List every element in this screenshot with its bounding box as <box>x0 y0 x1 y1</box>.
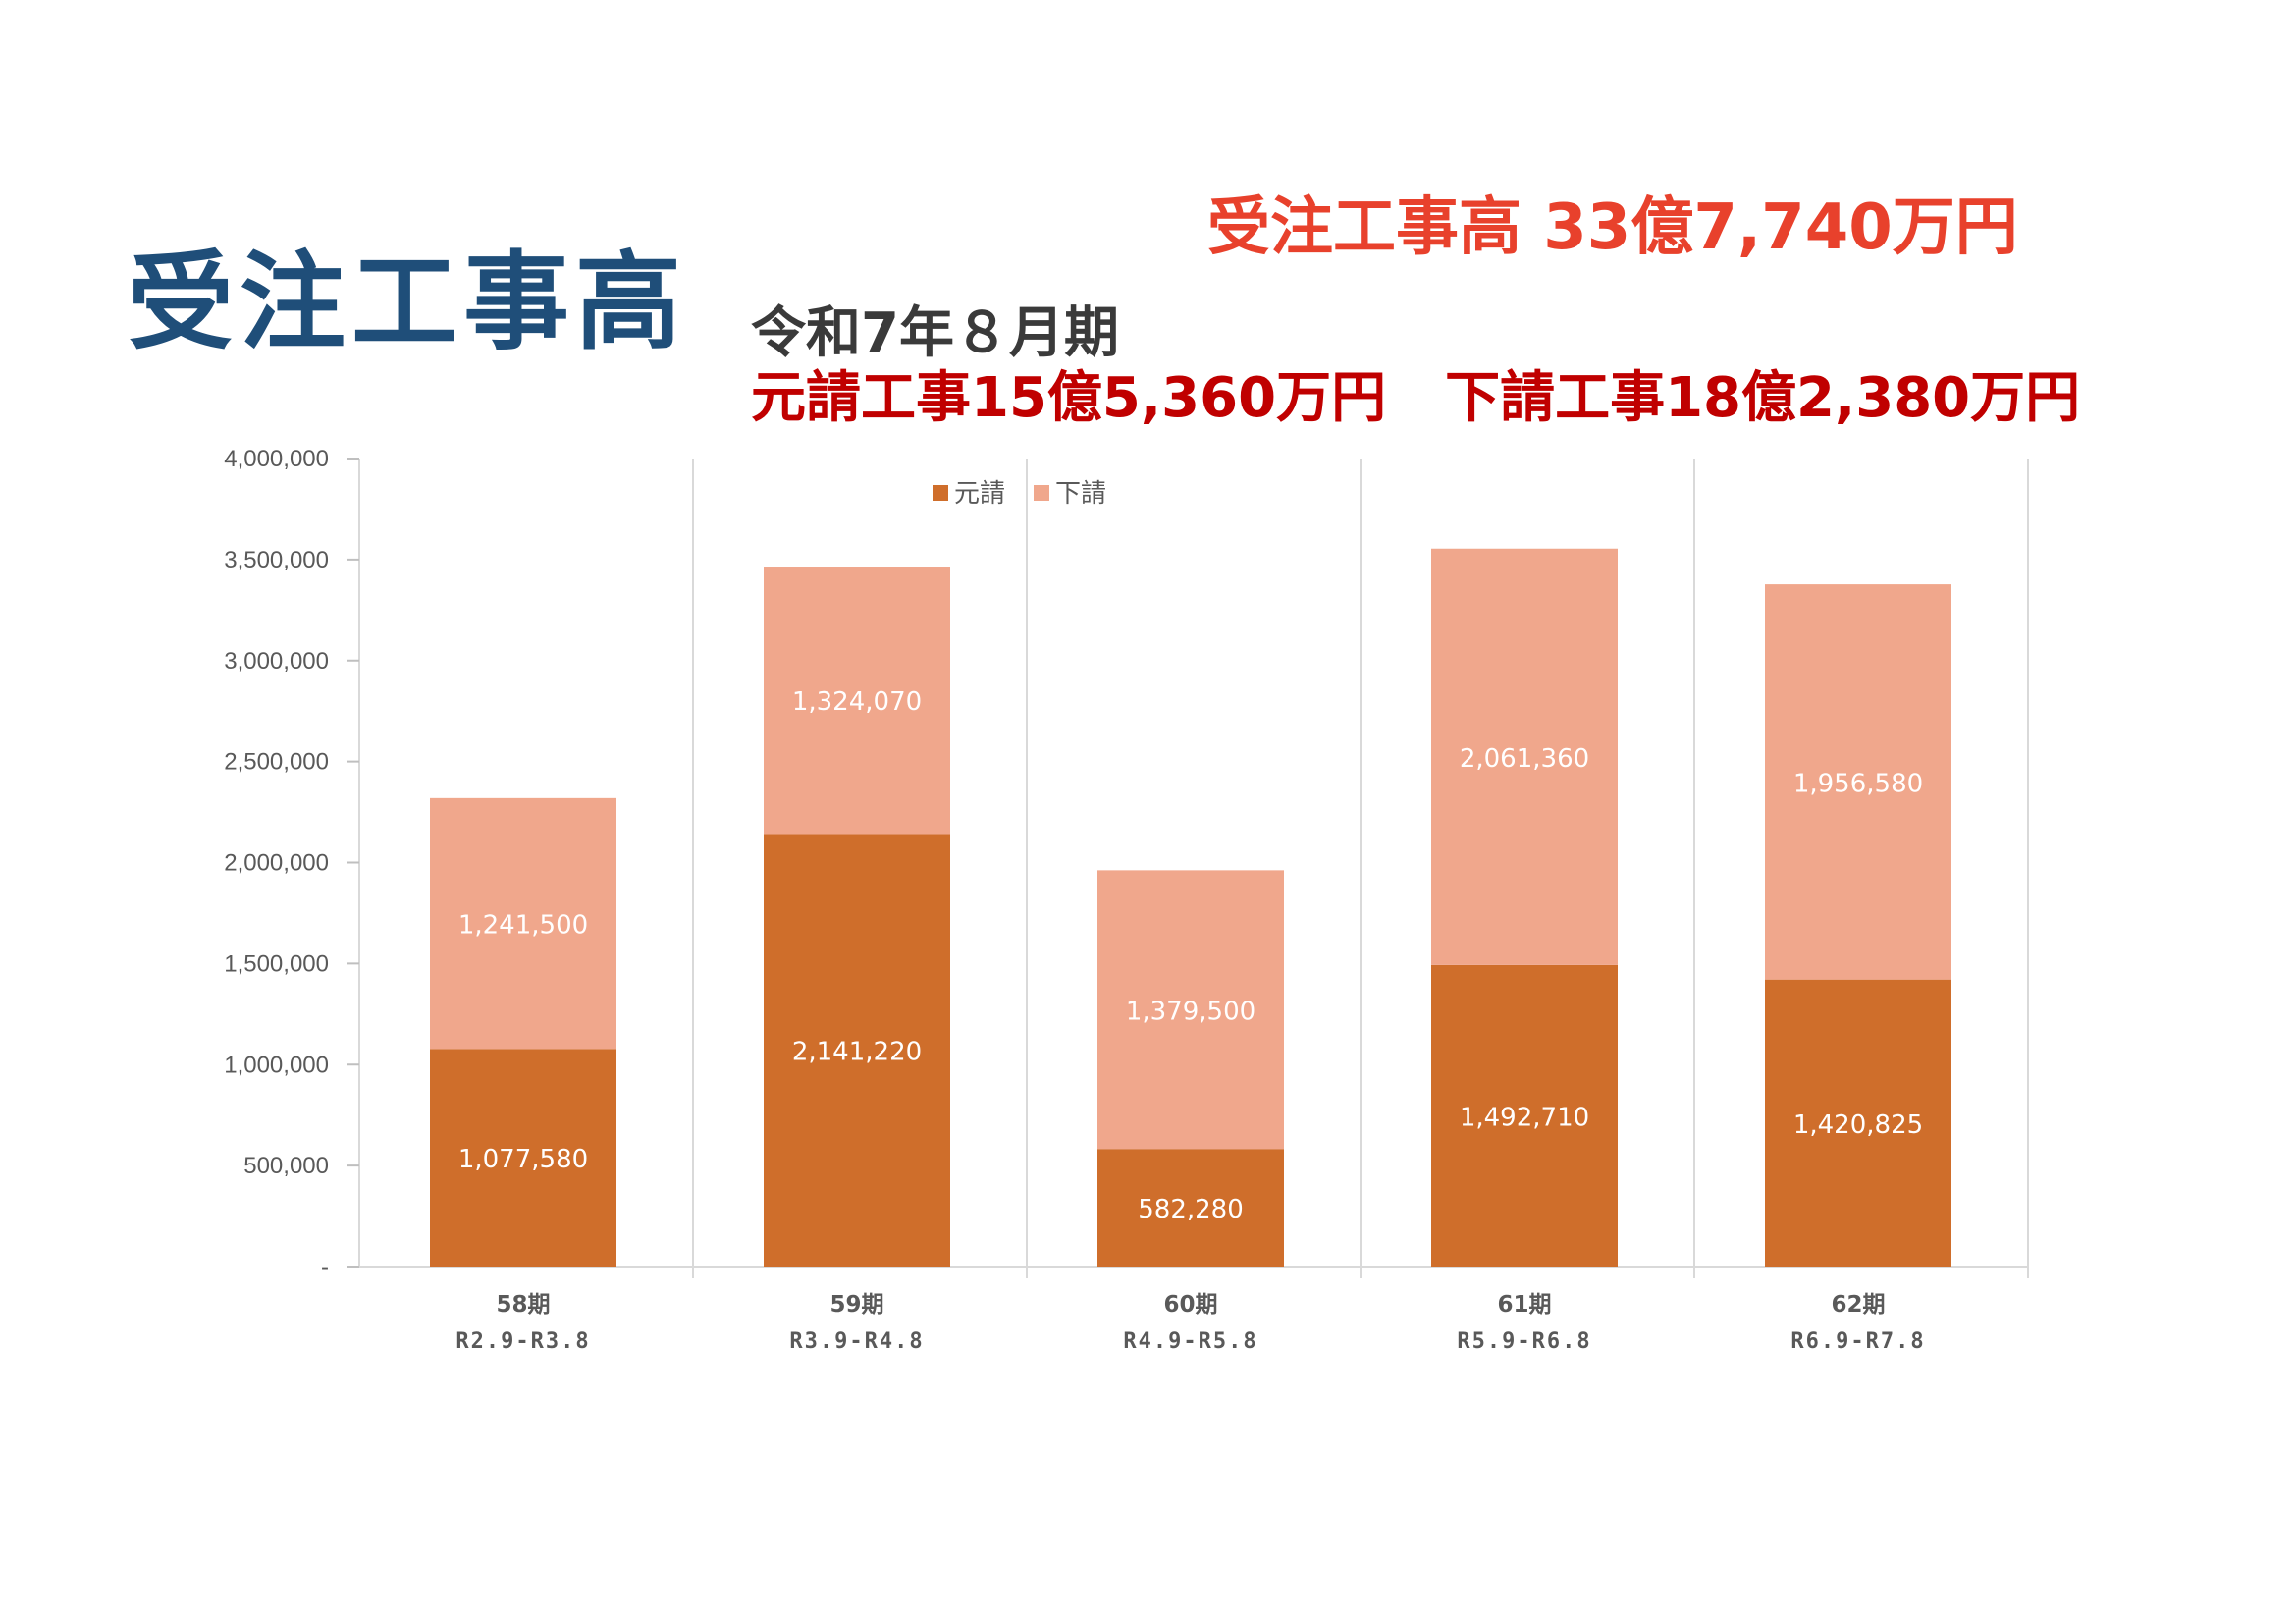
data-label: 2,061,360 <box>1460 744 1589 774</box>
legend-label-sub: 下請 <box>1055 479 1106 509</box>
y-tick-label: 4,000,000 <box>224 446 329 472</box>
bar-segment-sub <box>1431 548 1618 965</box>
breakdown-line: 元請工事15億5,360万円 下請工事18億2,380万円 <box>751 371 2080 426</box>
x-category-label: 58期 <box>496 1292 550 1318</box>
x-period-range-label: R3.9-R4.8 <box>789 1329 924 1354</box>
data-label: 1,324,070 <box>792 687 922 717</box>
fiscal-period: 令和7年８月期 <box>751 301 1119 365</box>
bar-segment-prime <box>430 1049 616 1267</box>
bar-segment-sub <box>764 567 950 835</box>
x-period-range-label: R6.9-R7.8 <box>1790 1329 1925 1354</box>
bar-segment-prime <box>1097 1149 1284 1267</box>
prime-contract-amount: 元請工事15億5,360万円 <box>751 366 1387 430</box>
y-tick-label: 2,500,000 <box>224 749 329 776</box>
bar-segment-prime <box>1765 979 1951 1267</box>
data-label: 1,379,500 <box>1126 997 1255 1026</box>
legend-swatch-sub <box>1034 485 1049 501</box>
page-title: 受注工事高 <box>128 242 688 364</box>
y-tick-label: 1,500,000 <box>224 950 329 977</box>
y-tick-label: 1,000,000 <box>224 1052 329 1078</box>
subcontract-amount: 下請工事18億2,380万円 <box>1445 366 2081 430</box>
y-tick-label: 3,000,000 <box>224 648 329 675</box>
y-tick-label: 3,500,000 <box>224 547 329 573</box>
total-orders-amount: 受注工事高 33億7,740万円 <box>1207 191 2018 264</box>
x-period-range-label: R4.9-R5.8 <box>1123 1329 1257 1354</box>
chart-bars: 1,077,580 1,241,500 2,141,220 1,324,070 582,… <box>430 548 1951 1267</box>
x-category-label: 59期 <box>829 1292 883 1318</box>
data-label: 1,077,580 <box>458 1145 588 1174</box>
data-label: 1,420,825 <box>1793 1110 1923 1140</box>
bar-segment-sub <box>1765 584 1951 980</box>
bar-segment-prime <box>1431 964 1618 1267</box>
x-category-label: 61期 <box>1497 1292 1551 1318</box>
data-label: 582,280 <box>1138 1195 1244 1224</box>
x-period-range-label: R2.9-R3.8 <box>455 1329 590 1354</box>
data-label: 2,141,220 <box>792 1038 922 1067</box>
x-category-label: 60期 <box>1163 1292 1217 1318</box>
x-period-range-label: R5.9-R6.8 <box>1457 1329 1591 1354</box>
chart-legend: 元請 下請 <box>933 479 1106 509</box>
bar-segment-prime <box>764 834 950 1267</box>
bar-segment-sub <box>430 797 616 1050</box>
data-label: 1,492,710 <box>1460 1103 1589 1132</box>
data-label: 1,241,500 <box>458 911 588 941</box>
legend-swatch-prime <box>933 485 948 501</box>
bar-segment-sub <box>1097 870 1284 1150</box>
y-tick-label: 500,000 <box>243 1153 329 1179</box>
y-tick-label: - <box>321 1254 329 1280</box>
y-tick-label: 2,000,000 <box>224 850 329 877</box>
legend-label-prime: 元請 <box>954 479 1005 509</box>
data-label: 1,956,580 <box>1793 769 1923 798</box>
x-category-label: 62期 <box>1831 1292 1885 1318</box>
